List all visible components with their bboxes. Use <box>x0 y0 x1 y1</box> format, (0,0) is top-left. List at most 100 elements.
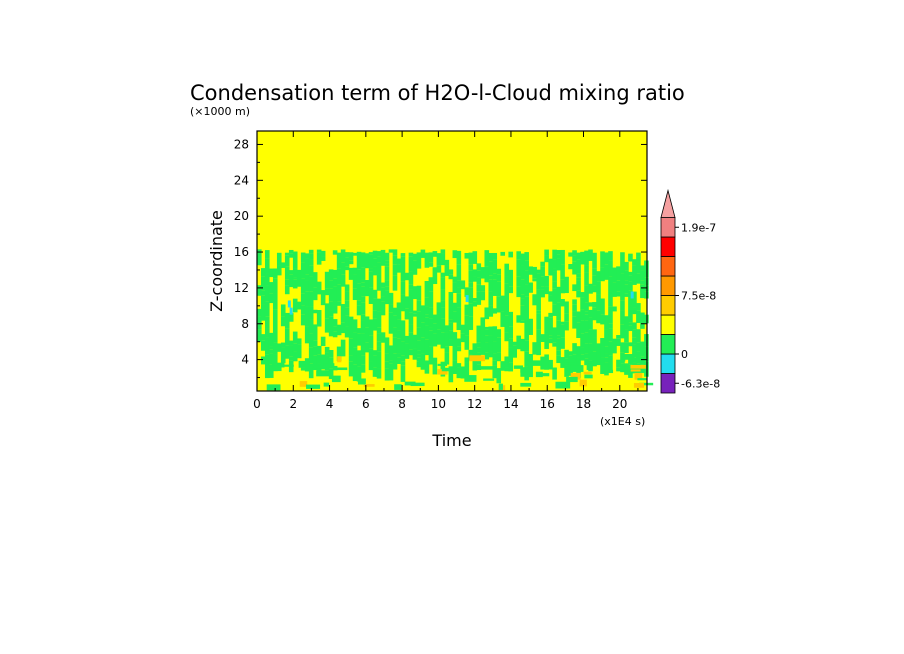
field-cell <box>604 329 609 347</box>
field-cell <box>277 362 285 368</box>
field-cell <box>576 277 581 281</box>
field-cell <box>496 368 502 384</box>
field-cell <box>592 351 597 367</box>
field-cell <box>384 263 390 267</box>
colorbar-segment <box>660 314 676 335</box>
field-cell <box>396 308 402 320</box>
field-cell <box>604 315 609 330</box>
field-cell <box>328 280 334 289</box>
field-cell <box>572 261 577 275</box>
field-cell <box>524 260 529 271</box>
field-cell <box>480 285 486 292</box>
field-cell <box>288 313 294 322</box>
field-cell <box>408 295 414 313</box>
field-cell <box>640 356 645 365</box>
field-cell <box>412 286 418 300</box>
field-cell <box>456 287 462 294</box>
field-cell <box>592 302 597 308</box>
field-cell <box>520 320 525 323</box>
field-cell <box>552 268 557 272</box>
field-cell <box>524 289 529 297</box>
field-cell <box>628 322 633 326</box>
field-cell <box>616 338 621 346</box>
field-cell <box>592 252 597 269</box>
field-cell <box>588 361 594 365</box>
field-cell <box>456 323 462 331</box>
field-cell <box>552 342 557 347</box>
y-tick-label: 16 <box>234 245 249 259</box>
field-cell <box>320 301 326 306</box>
field-cell <box>298 360 310 368</box>
field-cell <box>460 280 466 290</box>
field-cell <box>488 335 494 352</box>
field-cell <box>584 285 589 303</box>
field-cell <box>556 335 561 339</box>
field-cell <box>312 355 318 361</box>
field-cell <box>520 253 525 266</box>
field-cell <box>604 353 609 358</box>
colorbar-segment <box>660 275 676 296</box>
field-cell <box>584 353 589 359</box>
field-cell <box>280 342 286 348</box>
field-cell <box>560 337 565 349</box>
field-cell <box>308 319 314 334</box>
field-cell <box>612 338 617 354</box>
field-cell <box>308 291 314 307</box>
field-cell <box>572 304 577 312</box>
field-cell <box>580 333 585 348</box>
y-tick-label: 8 <box>241 317 249 331</box>
field-cell <box>500 295 506 312</box>
colorbar-label: 7.5e-8 <box>681 290 716 303</box>
colorbar-segment <box>660 334 676 355</box>
field-cell <box>264 301 270 317</box>
field-cell <box>624 329 629 343</box>
field-cell <box>264 250 270 259</box>
field-cell <box>488 279 494 292</box>
field-cell <box>392 255 398 265</box>
field-cell <box>344 291 350 301</box>
field-cell <box>400 294 406 312</box>
field-cell <box>520 265 525 280</box>
field-cell <box>264 366 270 379</box>
field-cell <box>332 365 338 371</box>
field-cell <box>620 263 625 274</box>
field-cell <box>564 313 569 322</box>
field-cell <box>280 353 286 364</box>
field-cell <box>602 364 608 368</box>
field-cell <box>637 378 648 381</box>
field-cell <box>416 311 422 328</box>
field-cell <box>468 303 474 313</box>
field-cell <box>516 315 521 323</box>
field-cell <box>436 329 442 345</box>
field-cell <box>464 375 477 382</box>
field-cell <box>630 369 641 372</box>
field-cell <box>418 360 434 365</box>
field-cell <box>520 298 525 306</box>
field-cell <box>408 332 414 350</box>
field-cell <box>612 282 617 297</box>
field-cell <box>520 338 525 352</box>
field-cell <box>566 376 578 383</box>
field-cell <box>284 312 290 329</box>
field-cell <box>504 295 510 313</box>
field-cell <box>556 320 561 336</box>
field-cell <box>388 363 394 381</box>
field-cell <box>556 350 561 356</box>
field-cell <box>408 256 414 272</box>
field-cell <box>388 292 394 305</box>
field-cell <box>328 288 334 302</box>
field-cell <box>504 332 510 342</box>
field-cell <box>340 262 346 275</box>
field-cell <box>630 364 646 369</box>
colorbar-extend-triangle <box>660 188 676 218</box>
field-cell <box>536 310 541 314</box>
field-cell <box>400 331 406 342</box>
field-cell <box>436 313 442 330</box>
field-cell <box>632 259 637 266</box>
field-cell <box>588 309 593 318</box>
field-cell <box>448 322 454 331</box>
field-cell <box>640 280 645 285</box>
field-cell <box>620 273 625 291</box>
field-cell <box>492 252 498 260</box>
field-cell <box>368 254 374 269</box>
